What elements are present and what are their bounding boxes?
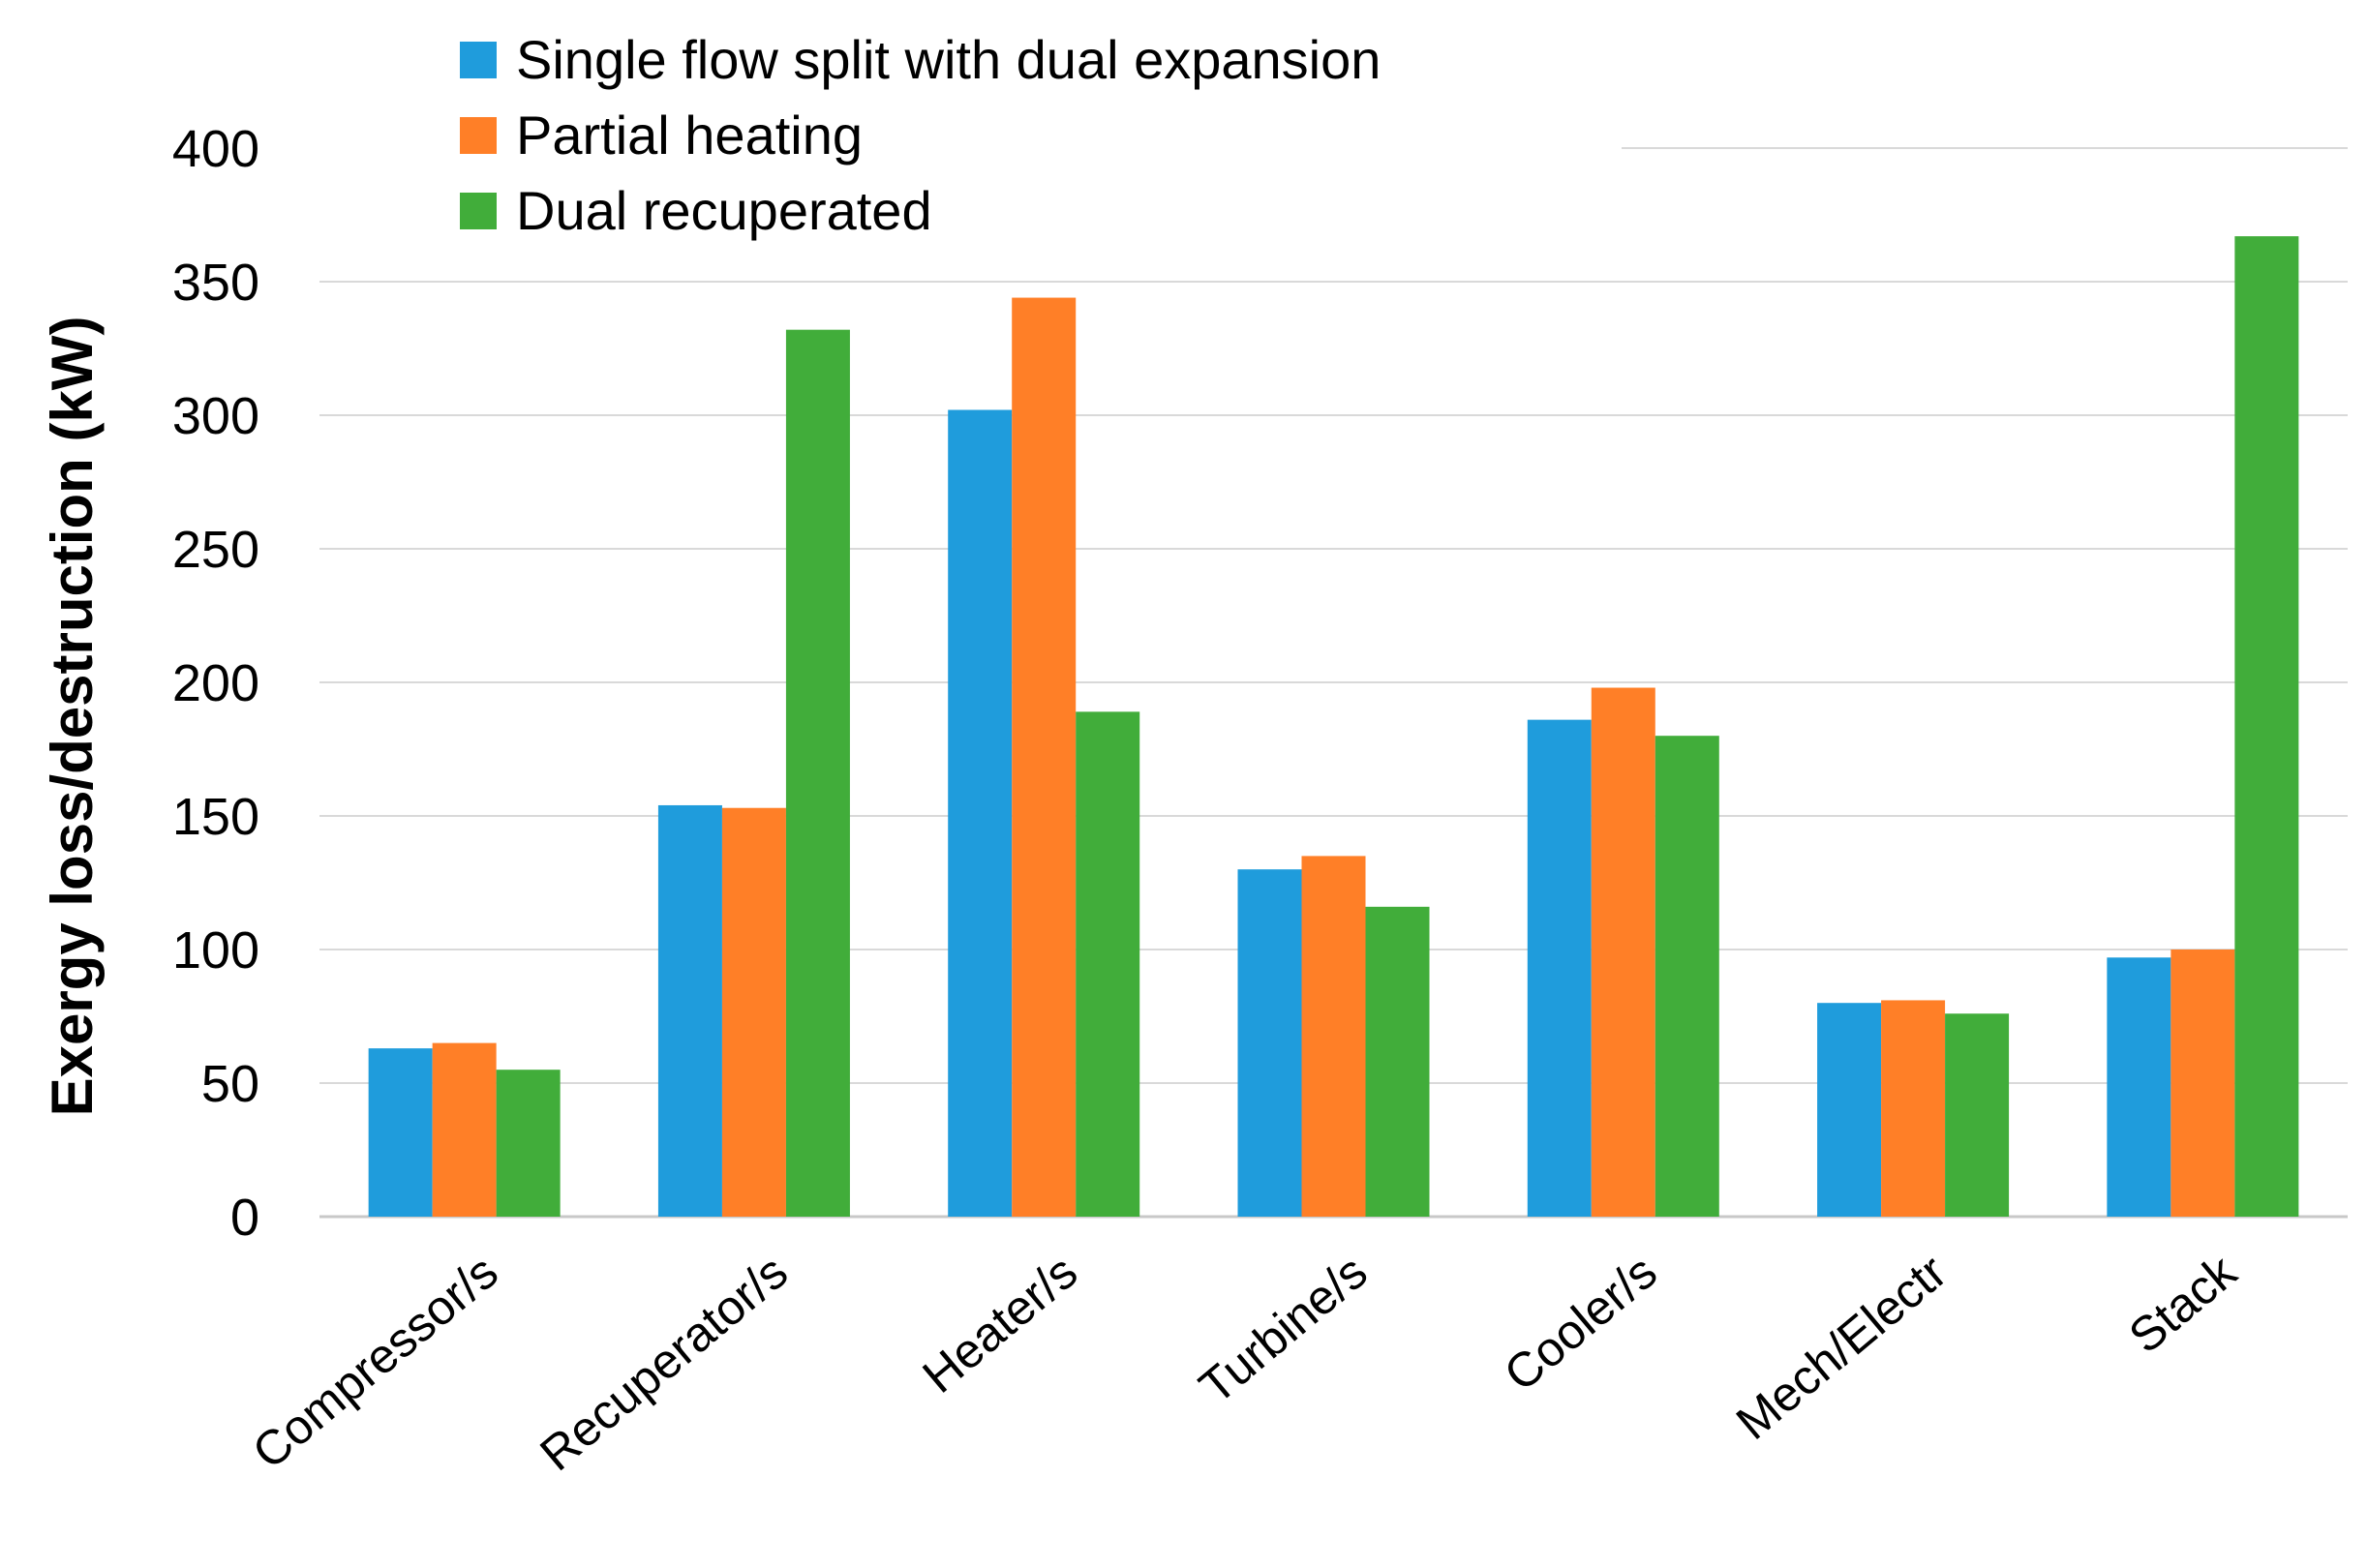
axes: 0 50 100 150 200 250 300 350 400 Compressor/s Recu… [172,120,2247,1481]
legend-label: Single flow split with dual expansion [516,29,1381,90]
legend-swatch [460,117,497,154]
x-tick-label: Recuperator/s [530,1245,798,1482]
bars [368,236,2299,1218]
bar [948,409,1013,1218]
bar [1655,736,1719,1217]
bar [1301,856,1366,1217]
y-axis-title: Exergy loss/destruction (kW) [40,317,105,1117]
y-tick-label: 350 [172,254,259,312]
legend-swatch [460,42,497,78]
legend: Single flow split with dual expansion Par… [460,29,1381,241]
y-tick-label: 250 [172,521,259,579]
legend-label: Dual recuperated [516,180,932,241]
y-tick-label: 50 [201,1055,259,1113]
x-tick-label: Turbine/s [1189,1245,1377,1415]
x-tick-label: Heater/s [913,1245,1088,1403]
bar [1012,297,1077,1217]
bar [2234,236,2299,1217]
y-tick-label: 200 [172,654,259,712]
gridlines [319,147,2348,1219]
bar [368,1048,433,1217]
bar [1881,1000,1946,1217]
y-tick-label: 100 [172,921,259,980]
legend-swatch [460,193,497,229]
y-tick-label: 300 [172,387,259,445]
bar [432,1042,497,1217]
bar [1945,1013,2010,1217]
bar [721,807,786,1217]
x-tick-label: Cooler/s [1494,1245,1667,1402]
y-tick-label: 0 [230,1189,259,1247]
x-tick-label: Compressor/s [242,1245,507,1480]
x-tick-label: Stack [2119,1244,2248,1364]
bar [1365,906,1430,1217]
bar [496,1070,561,1217]
bar [2171,950,2235,1217]
y-tick-label: 150 [172,788,259,846]
bar [2107,957,2171,1217]
bar [1076,711,1140,1217]
bar [657,804,722,1217]
bar [1591,687,1655,1217]
bar [1237,869,1302,1217]
legend-label: Partial heating [516,105,863,166]
bar [1527,719,1592,1217]
bar [1817,1003,1882,1217]
x-tick-label: Mech/Electr [1726,1245,1957,1451]
y-tick-label: 400 [172,120,259,178]
bar [785,329,850,1217]
